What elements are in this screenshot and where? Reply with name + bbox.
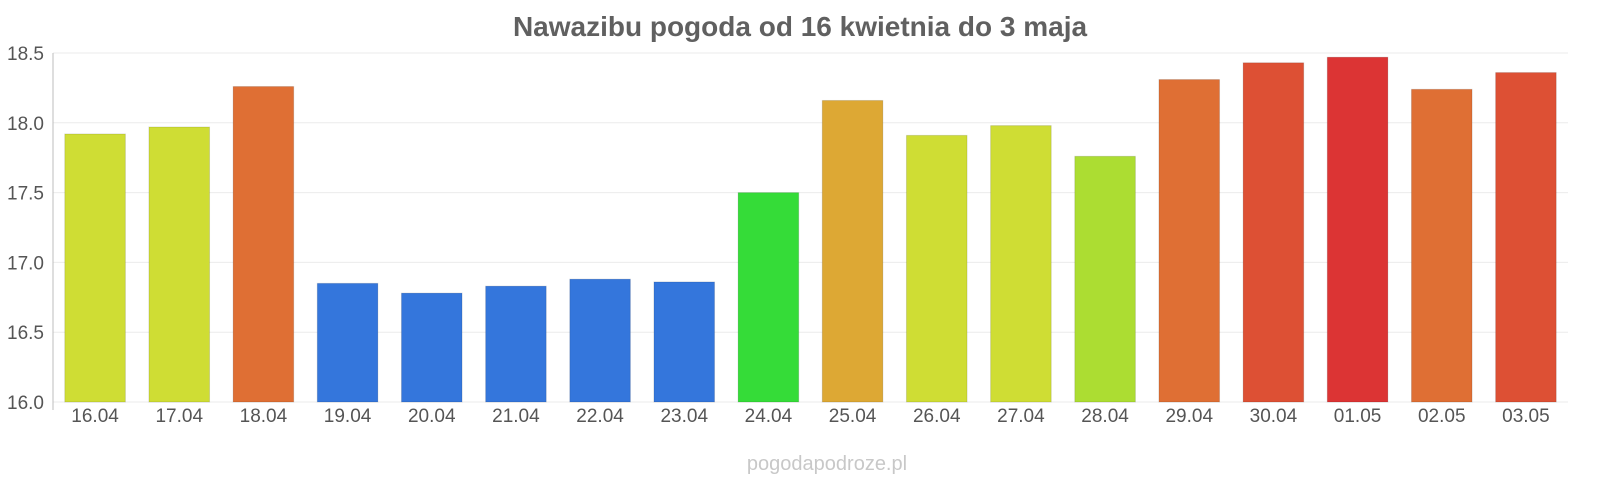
x-tick-label: 30.04 xyxy=(1250,406,1298,427)
x-tick-label: 18.04 xyxy=(240,406,288,427)
x-tick-label: 24.04 xyxy=(745,406,793,427)
y-tick-label: 18.0 xyxy=(7,114,44,135)
x-tick-label: 29.04 xyxy=(1165,406,1213,427)
watermark-text[interactable]: pogodapodroze.pl xyxy=(747,453,907,475)
gridlines xyxy=(53,52,1568,403)
x-tick-label: 25.04 xyxy=(829,406,877,427)
bar-23.04[interactable] xyxy=(653,281,716,403)
x-tick-label: 01.05 xyxy=(1334,406,1382,427)
y-tick-label: 17.5 xyxy=(7,184,44,205)
bar-27.04[interactable] xyxy=(990,125,1052,403)
bar-22.04[interactable] xyxy=(569,278,631,403)
x-tick-label: 02.05 xyxy=(1418,406,1466,427)
x-axis-ticks: 16.04 17.04 18.04 19.04 20.04 21.04 22.04 23.04… xyxy=(71,406,1549,427)
x-tick-label: 21.04 xyxy=(492,406,540,427)
x-tick-label: 19.04 xyxy=(324,406,372,427)
x-tick-label: 23.04 xyxy=(660,406,708,427)
x-tick-label: 16.04 xyxy=(71,406,119,427)
x-tick-label: 03.05 xyxy=(1502,406,1550,427)
bar-18.04[interactable] xyxy=(232,86,295,403)
bar-01.05[interactable] xyxy=(1326,56,1389,403)
bar-30.04[interactable] xyxy=(1242,62,1305,403)
x-tick-label: 22.04 xyxy=(576,406,624,427)
chart-title: Nawazibu pogoda od 16 kwietnia do 3 maja xyxy=(513,11,1088,42)
bar-26.04[interactable] xyxy=(905,134,968,403)
x-tick-label: 28.04 xyxy=(1081,406,1129,427)
bar-21.04[interactable] xyxy=(485,285,547,403)
y-tick-label: 17.0 xyxy=(7,253,44,274)
y-tick-label: 18.5 xyxy=(7,44,44,65)
x-tick-label: 17.04 xyxy=(155,406,203,427)
bar-17.04[interactable] xyxy=(148,126,211,403)
y-tick-label: 16.5 xyxy=(7,323,44,344)
x-tick-label: 27.04 xyxy=(997,406,1045,427)
y-tick-label: 16.0 xyxy=(7,393,44,414)
bar-16.04[interactable] xyxy=(64,133,126,403)
bar-28.04[interactable] xyxy=(1074,155,1136,403)
bar-19.04[interactable] xyxy=(316,282,379,403)
bar-20.04[interactable] xyxy=(400,292,463,403)
bar-02.05[interactable] xyxy=(1410,88,1473,403)
bars xyxy=(64,56,1557,403)
x-tick-label: 20.04 xyxy=(408,406,456,427)
y-axis-ticks: 16.0 16.5 17.0 17.5 18.0 18.5 xyxy=(7,44,44,414)
bar-24.04[interactable] xyxy=(737,192,800,403)
bar-29.04[interactable] xyxy=(1158,79,1221,403)
bar-25.04[interactable] xyxy=(821,99,884,403)
bar-03.05[interactable] xyxy=(1495,72,1557,403)
x-tick-label: 26.04 xyxy=(913,406,961,427)
